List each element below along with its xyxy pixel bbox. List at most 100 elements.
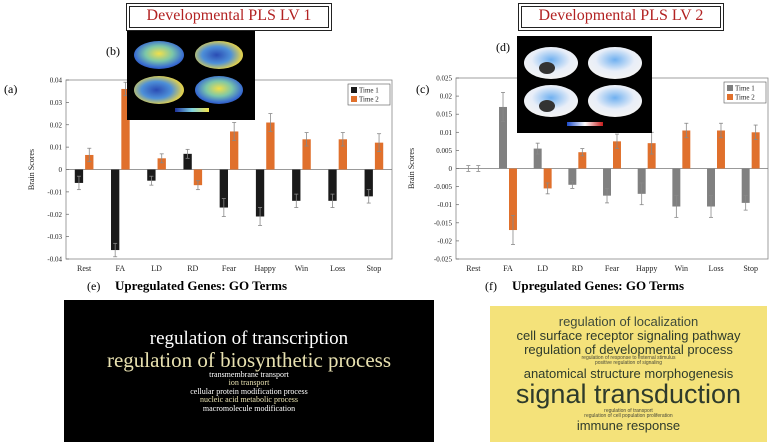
bar-chart-lv1: -0.04 -0.03 -0.02 -0.01 0 0.01 0.02 0.03 0.04 Bra… <box>27 77 393 273</box>
cloud-term: macromolecule modification <box>202 403 296 413</box>
x-tick-label: Fear <box>605 264 620 273</box>
cloud-term: anatomical structure morphogenesis <box>523 365 734 381</box>
word-cloud-upregulated-lv2: regulation of localization cell surface r… <box>490 306 767 442</box>
x-tick-label: Fear <box>222 264 237 273</box>
bar-time-2-happy <box>647 143 656 169</box>
lv2-title: Developmental PLS LV 2 <box>518 3 724 31</box>
cloud-term: immune response <box>576 418 681 434</box>
cloud-term: regulation of transcription <box>149 328 349 350</box>
y-tick-label: -0.03 <box>47 233 62 241</box>
x-tick-label: Stop <box>743 264 758 273</box>
panel-label-b: (b) <box>106 44 120 58</box>
y-tick-label: -0.04 <box>47 256 62 264</box>
bar-time-2-stop <box>374 142 384 170</box>
y-tick-label: 0.02 <box>50 121 63 129</box>
y-tick-label: 0.01 <box>50 144 63 152</box>
bar-time-2-ld <box>157 158 166 170</box>
go-terms-title-f: Upregulated Genes: GO Terms <box>512 278 685 293</box>
bar-time-1-fa <box>499 106 507 169</box>
bar-time-2-happy <box>266 122 275 170</box>
word-cloud-upregulated-lv1: regulation of transcription regulation of… <box>64 300 434 442</box>
bar-time-2-loss <box>717 130 725 169</box>
bar-time-2-fear <box>613 141 621 169</box>
bar-time-1-ld <box>533 148 542 169</box>
x-tick-label: LD <box>151 264 162 273</box>
legend-box <box>347 83 391 106</box>
x-tick-label: Rest <box>77 264 92 273</box>
legend-label: Time 2 <box>359 96 379 104</box>
x-tick-label: FA <box>503 264 513 273</box>
cloud-term: regulation of transport <box>604 407 653 414</box>
bar-time-2-rest <box>85 154 94 170</box>
legend-swatch <box>351 96 357 102</box>
panel-label-d: (d) <box>496 40 510 54</box>
bar-time-2-rd <box>193 169 203 186</box>
x-tick-label: FA <box>116 264 126 273</box>
lv1-title: Developmental PLS LV 1 <box>126 3 332 31</box>
cloud-term: regulation of localization <box>558 314 699 330</box>
y-tick-label: -0.01 <box>437 201 452 209</box>
panel-label-f: (f) <box>485 279 497 293</box>
x-tick-label: Happy <box>636 264 657 273</box>
cloud-term: nucleic acid metabolic process <box>200 395 298 405</box>
bar-time-1-fear <box>219 169 228 208</box>
y-tick-label: 0.03 <box>50 99 63 107</box>
y-tick-label: -0.015 <box>434 219 453 227</box>
bar-time-2-loss <box>338 139 347 170</box>
bar-chart-lv2: -0.025 -0.02 -0.015 -0.01 -0.005 0 0.005 0.01 0.… <box>407 75 769 273</box>
x-tick-label: Happy <box>255 264 276 273</box>
panel-label-a: (a) <box>4 82 18 96</box>
cloud-term: regulation of cell population proliferat… <box>584 412 673 419</box>
cloud-term: transmembrane transport <box>209 370 289 380</box>
bar-time-2-rd <box>578 152 587 169</box>
x-tick-label: RD <box>572 264 583 273</box>
brain-map-lv2-image <box>517 36 652 133</box>
bar-time-1-fa <box>111 169 120 251</box>
cloud-term: regulation of response to external stimu… <box>581 355 676 362</box>
cloud-term: signal transduction <box>515 379 742 410</box>
y-tick-label: -0.025 <box>434 256 453 264</box>
cloud-term: regulation of biosynthetic process <box>106 347 391 372</box>
x-tick-label: Rest <box>466 264 481 273</box>
bar-time-2-fa <box>509 168 517 231</box>
y-tick-label: 0.04 <box>50 77 63 85</box>
bar-time-2-win <box>682 130 691 169</box>
brain-map-lv1-image <box>127 31 255 120</box>
y-tick-label: 0.02 <box>440 93 453 101</box>
cloud-term: cellular protein modification process <box>190 386 308 396</box>
bar-time-2-stop <box>751 132 760 169</box>
y-tick-label: 0.005 <box>436 147 452 155</box>
x-tick-label: Stop <box>367 264 382 273</box>
y-tick-label: -0.005 <box>434 183 453 191</box>
legend-swatch <box>727 94 733 100</box>
cloud-term: ion transport <box>228 378 270 388</box>
bar-time-1-loss <box>328 169 337 201</box>
legend-label: Time 2 <box>735 94 755 102</box>
y-tick-label: 0.015 <box>436 111 452 119</box>
legend-label: Time 1 <box>359 87 379 95</box>
y-tick-label: -0.02 <box>437 237 452 245</box>
bar-time-1-stop <box>741 168 750 203</box>
bar-time-2-ld <box>543 168 552 189</box>
y-tick-label: 0 <box>59 166 63 174</box>
cloud-term: positive regulation of signaling <box>595 360 662 367</box>
y-axis-label: Brain Scores <box>27 149 36 190</box>
bar-time-1-rd <box>568 168 577 185</box>
y-axis-label: Brain Scores <box>407 148 416 189</box>
go-terms-title-e: Upregulated Genes: GO Terms <box>115 278 288 293</box>
x-tick-label: Loss <box>708 264 723 273</box>
panel-label-e: (e) <box>87 279 101 293</box>
y-tick-label: 0.01 <box>440 129 453 137</box>
x-tick-label: LD <box>537 264 548 273</box>
cloud-term: cell surface receptor signaling pathway <box>516 327 741 343</box>
y-tick-label: 0 <box>449 165 453 173</box>
cloud-term: regulation of developmental process <box>524 341 733 357</box>
y-tick-label: -0.01 <box>47 188 62 196</box>
x-tick-label: Loss <box>330 264 345 273</box>
bar-time-1-rd <box>183 153 192 170</box>
bar-time-1-win <box>292 169 301 201</box>
panel-label-c: (c) <box>416 82 430 96</box>
bar-time-2-fear <box>230 131 239 170</box>
bar-time-1-win <box>672 168 681 207</box>
legend-swatch <box>351 87 357 93</box>
